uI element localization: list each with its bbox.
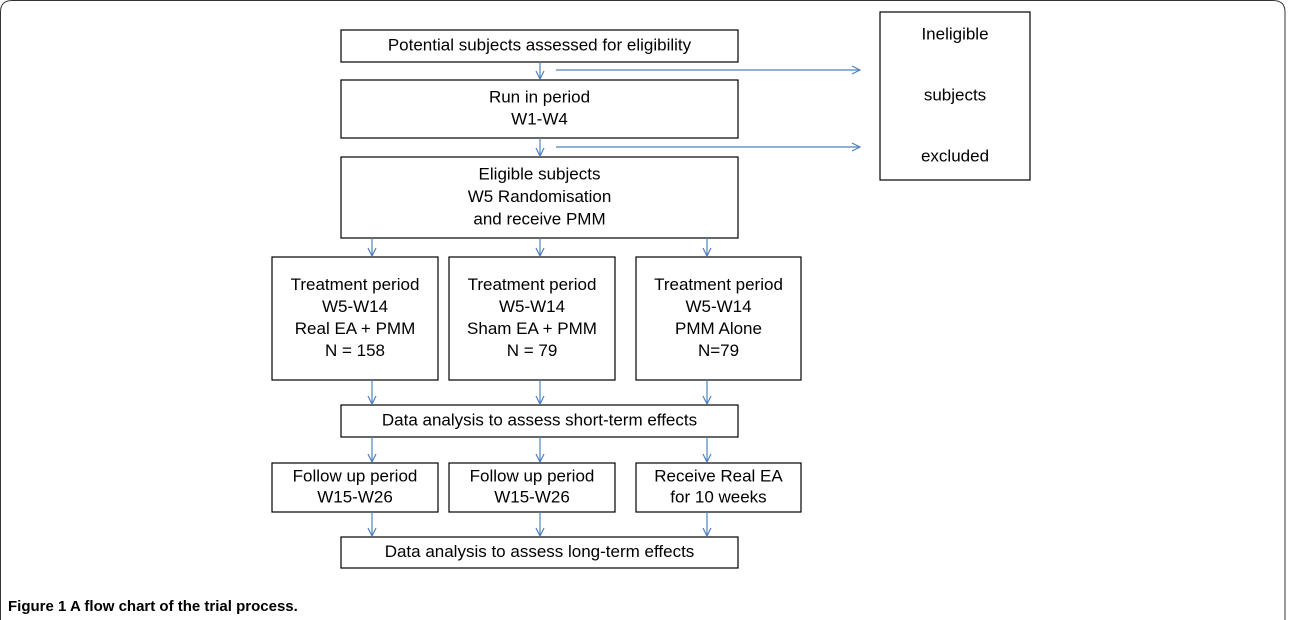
node-text: W5-W14: [499, 297, 565, 316]
box: [340, 79, 739, 139]
caption-text: A flow chart of the trial process.: [70, 598, 298, 615]
node-text: and receive PMM: [473, 209, 605, 228]
node-text: Treatment period: [291, 275, 420, 294]
node-text: subjects: [924, 85, 986, 104]
node-text: Eligible subjects: [479, 164, 601, 183]
node-text: for 10 weeks: [670, 487, 766, 506]
flowchart: Potential subjects assessed for eligibil…: [271, 11, 1031, 569]
node-text: PMM Alone: [675, 319, 762, 338]
box: [448, 462, 616, 513]
node-text: Real EA + PMM: [295, 319, 415, 338]
box: [340, 536, 739, 569]
node-text: W1-W4: [511, 109, 568, 128]
node: Treatment period W5-W14 PMM Alone N=79: [635, 256, 802, 381]
box: [635, 256, 802, 381]
node: Follow up period W15-W26: [448, 462, 616, 513]
node-text: Data analysis to assess long-term effect…: [385, 542, 695, 561]
node: Potential subjects assessed for eligibil…: [340, 29, 739, 63]
node: Data analysis to assess long-term effect…: [340, 536, 739, 569]
node: Eligible subjects W5 Randomisation and rec…: [340, 156, 739, 239]
node-text: W15-W26: [494, 487, 570, 506]
box: [448, 256, 616, 381]
node-text: Potential subjects assessed for eligibil…: [388, 35, 692, 54]
box: [271, 462, 439, 513]
node-text: N = 158: [325, 341, 385, 360]
node: Follow up period W15-W26: [271, 462, 439, 513]
node-text: Follow up period: [470, 466, 595, 485]
node-text: W15-W26: [317, 487, 393, 506]
node-text: N=79: [698, 341, 739, 360]
node-text: Receive Real EA: [654, 466, 783, 485]
node: Receive Real EA for 10 weeks: [635, 462, 802, 513]
node: Treatment period W5-W14 Sham EA + PMM N = 7…: [448, 256, 616, 381]
caption: Figure 1 A flow chart of the trial proce…: [8, 598, 298, 615]
caption-label: Figure 1: [8, 598, 66, 615]
node-text: N = 79: [507, 341, 558, 360]
node-text: Sham EA + PMM: [467, 319, 597, 338]
node: Ineligible subjects excluded: [879, 11, 1031, 181]
node-text: W5 Randomisation: [468, 187, 612, 206]
arrows: [372, 62, 860, 536]
node: Treatment period W5-W14 Real EA + PMM N = 1…: [271, 256, 439, 381]
node-text: W5-W14: [322, 297, 388, 316]
box: [340, 404, 739, 438]
node-text: Follow up period: [293, 466, 418, 485]
box: [879, 11, 1031, 181]
node-text: Treatment period: [468, 275, 597, 294]
node-text: excluded: [921, 146, 989, 165]
node: Data analysis to assess short-term effec…: [340, 404, 739, 438]
box: [271, 256, 439, 381]
node-text: Ineligible: [921, 24, 988, 43]
node-text: Run in period: [489, 87, 590, 106]
node-text: Treatment period: [654, 275, 783, 294]
box: [635, 462, 802, 513]
node: Run in period W1-W4: [340, 79, 739, 139]
node-text: Data analysis to assess short-term effec…: [382, 410, 697, 429]
node-text: W5-W14: [685, 297, 751, 316]
